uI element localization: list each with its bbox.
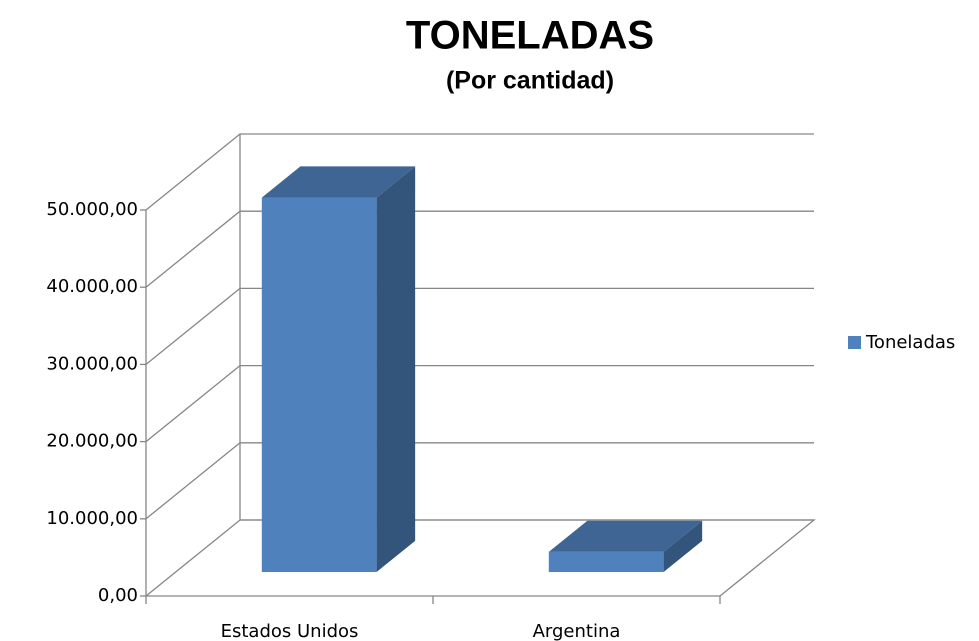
y-tick-label: 50.000,00 (46, 199, 138, 220)
bar-top (548, 520, 703, 552)
grid-line (145, 210, 814, 288)
chart-title: TONELADAS (406, 14, 654, 58)
grid-line (145, 519, 814, 597)
y-tick-label: 20.000,00 (46, 431, 138, 452)
chart-subtitle: (Por cantidad) (446, 67, 614, 95)
bar-top (261, 166, 416, 198)
y-tick-label: 10.000,00 (46, 508, 138, 529)
bar-side (376, 166, 416, 572)
grid-line (145, 133, 814, 211)
grid-line (145, 442, 814, 520)
bar (548, 551, 664, 572)
floor (146, 519, 816, 597)
y-tick-label: 40.000,00 (46, 276, 138, 297)
bar (261, 197, 377, 572)
bar-side (663, 520, 703, 572)
y-tick-label: 30.000,00 (46, 353, 138, 374)
grid-line (145, 287, 814, 365)
y-tick-label: 0,00 (98, 585, 138, 606)
legend-swatch (848, 336, 861, 349)
legend-label: Toneladas (865, 332, 955, 353)
x-tick-label: Argentina (533, 621, 621, 641)
x-tick-label: Estados Unidos (221, 621, 359, 641)
grid-line (145, 364, 814, 443)
